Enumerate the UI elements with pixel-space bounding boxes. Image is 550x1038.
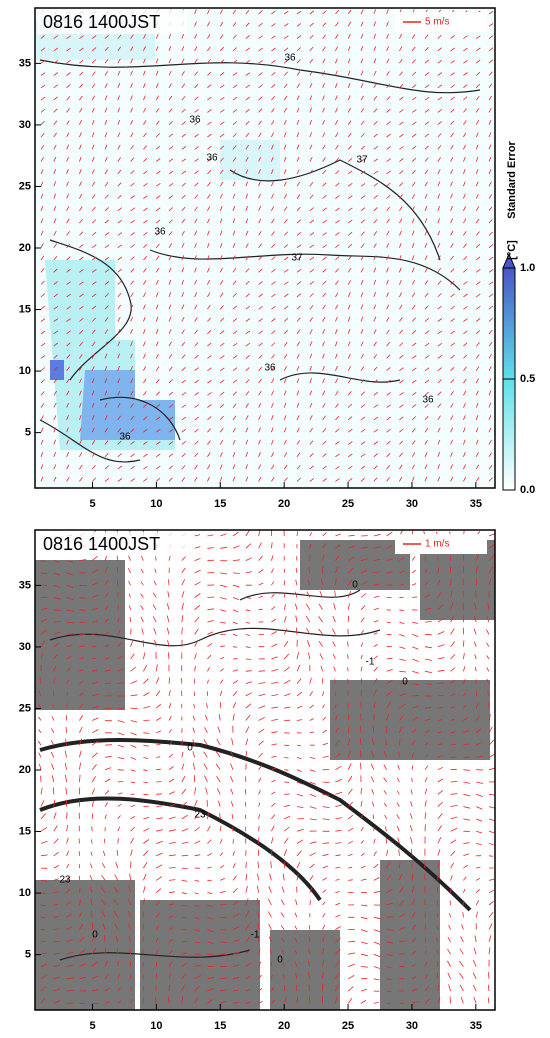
y-tick-label: 30 xyxy=(19,119,31,131)
contour-label: 36 xyxy=(189,115,201,126)
colorbar-tick-label: 0.5 xyxy=(520,373,535,385)
contour-label: -1 xyxy=(366,657,375,668)
colorbar-unit: [°C] xyxy=(506,240,518,260)
x-tick-label: 30 xyxy=(406,498,418,510)
contour-label: 0 xyxy=(402,677,408,688)
x-tick-label: 35 xyxy=(470,498,482,510)
x-tick-label: 5 xyxy=(89,498,95,510)
y-tick-label: 10 xyxy=(19,887,31,899)
legend-bg xyxy=(395,534,487,554)
y-tick-label: 35 xyxy=(19,579,31,591)
contour-label: 36 xyxy=(119,432,131,443)
contour-label: 0 xyxy=(92,930,98,941)
contour-label: 37 xyxy=(291,253,303,264)
contour-label: 0 xyxy=(352,580,358,591)
title-bg xyxy=(37,10,187,34)
contour-label: 23 xyxy=(194,810,206,821)
x-tick-label: 15 xyxy=(214,1020,226,1032)
x-tick-label: 20 xyxy=(278,498,290,510)
contour-label: 0 xyxy=(277,955,283,966)
legend-bg xyxy=(395,12,487,32)
colorbar-label: Standard Error xyxy=(506,140,518,218)
shading xyxy=(35,8,495,488)
y-tick-label: 20 xyxy=(19,242,31,254)
x-tick-label: 20 xyxy=(278,1020,290,1032)
vector-legend: 5 m/s xyxy=(425,17,449,28)
y-tick-label: 15 xyxy=(19,303,31,315)
y-tick-label: 20 xyxy=(19,764,31,776)
x-tick-label: 25 xyxy=(342,498,354,510)
y-tick-label: 10 xyxy=(19,365,31,377)
y-tick-label: 15 xyxy=(19,825,31,837)
vector-legend: 1 m/s xyxy=(425,539,449,550)
y-tick-label: 35 xyxy=(19,57,31,69)
x-tick-label: 35 xyxy=(470,1020,482,1032)
contour-label: 36 xyxy=(206,153,218,164)
panel-title: 0816 1400JST xyxy=(43,12,160,32)
x-tick-label: 30 xyxy=(406,1020,418,1032)
title-bg xyxy=(37,532,187,556)
contour-label: -1 xyxy=(251,930,260,941)
contour-label: 23 xyxy=(59,875,71,886)
contour-label: 37 xyxy=(356,155,368,166)
x-tick-label: 10 xyxy=(150,498,162,510)
contour-label: 36 xyxy=(154,227,166,238)
contour-label: 0 xyxy=(187,743,193,754)
y-tick-label: 5 xyxy=(25,949,31,961)
contour-label: 36 xyxy=(422,395,434,406)
contour-label: 36 xyxy=(284,53,296,64)
x-tick-label: 15 xyxy=(214,498,226,510)
colorbar-tick-label: 0.0 xyxy=(520,484,535,496)
x-tick-label: 25 xyxy=(342,1020,354,1032)
panel-title: 0816 1400JST xyxy=(43,534,160,554)
x-tick-label: 5 xyxy=(89,1020,95,1032)
x-tick-label: 10 xyxy=(150,1020,162,1032)
shading xyxy=(35,530,495,1010)
colorbar-tick-label: 1.0 xyxy=(520,262,535,274)
y-tick-label: 30 xyxy=(19,641,31,653)
contour-label: 36 xyxy=(264,363,276,374)
y-tick-label: 5 xyxy=(25,427,31,439)
y-tick-label: 25 xyxy=(19,180,31,192)
y-tick-label: 25 xyxy=(19,702,31,714)
